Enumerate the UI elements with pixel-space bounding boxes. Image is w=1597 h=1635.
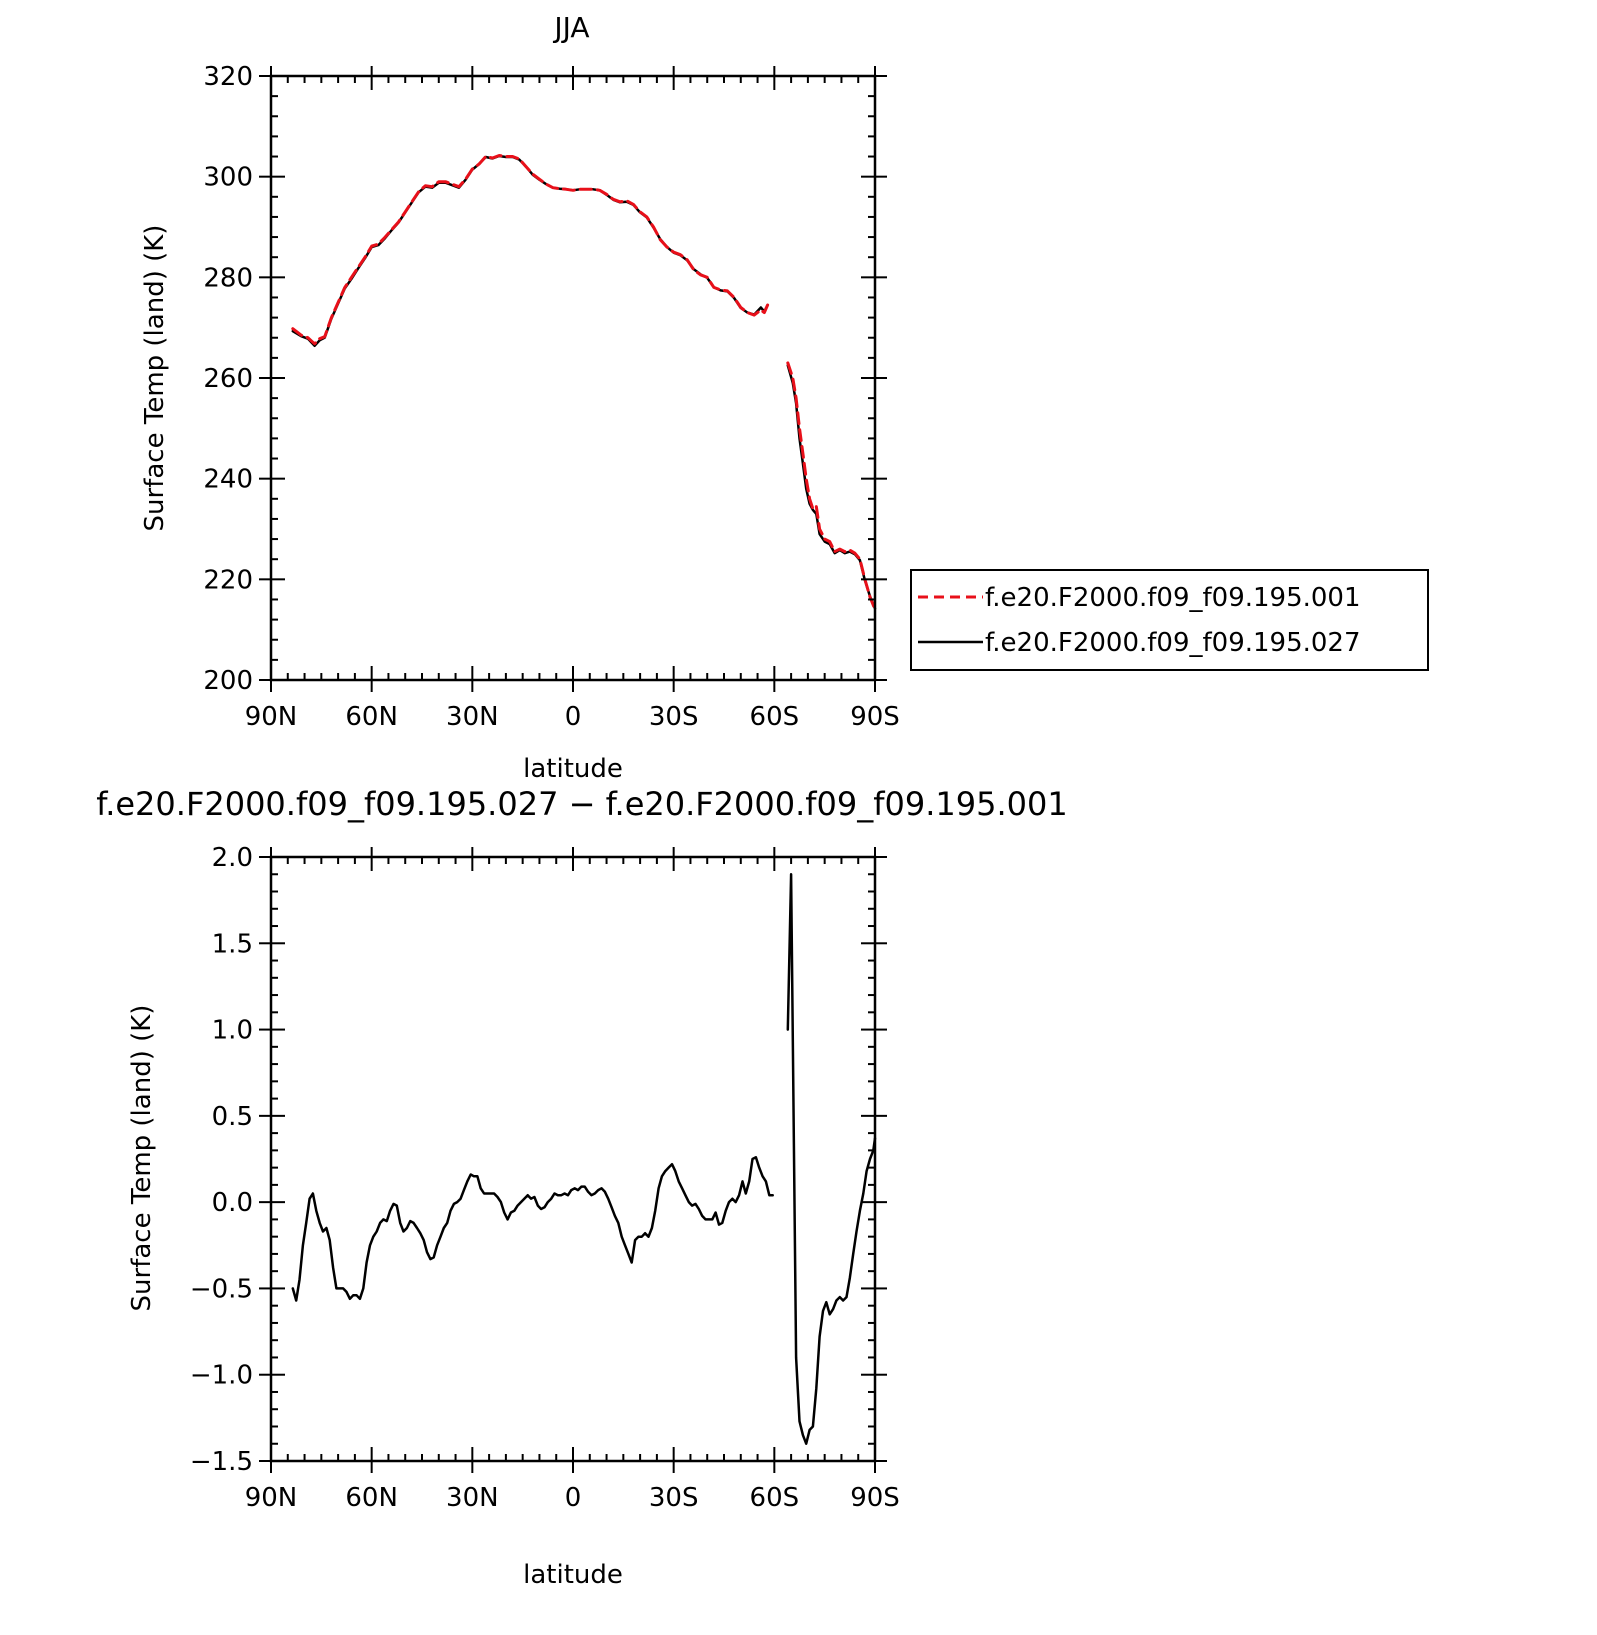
bottom-y-tick-label: 1.0 — [212, 1016, 253, 1046]
bottom-y-tick-label: −1.5 — [190, 1447, 253, 1477]
top-x-tick-label: 90N — [245, 702, 298, 732]
bottom-chart-plot-frame — [269, 855, 877, 1463]
bottom-chart-title: f.e20.F2000.f09_f09.195.027 − f.e20.F200… — [96, 785, 1068, 823]
top-series-0-line-0 — [291, 154, 770, 346]
bottom-x-tick-label: 0 — [565, 1483, 582, 1513]
legend-box — [910, 569, 1429, 671]
bottom-y-tick-label: 0.5 — [212, 1102, 253, 1132]
top-x-tick-label: 30S — [649, 702, 699, 732]
top-y-tick-label: 320 — [203, 62, 253, 92]
bottom-x-tick-label: 90S — [850, 1483, 900, 1513]
bottom-y-tick-label: −0.5 — [190, 1274, 253, 1304]
bottom-chart-x-axis-label: latitude — [523, 1560, 623, 1590]
bottom-x-tick-label: 60N — [345, 1483, 398, 1513]
bottom-series-0-line-1 — [786, 873, 877, 1445]
top-y-tick-label: 220 — [203, 565, 253, 595]
top-y-tick-label: 240 — [203, 465, 253, 495]
bottom-y-tick-label: 2.0 — [212, 843, 253, 873]
bottom-x-tick-label: 90N — [245, 1483, 298, 1513]
top-chart-series — [291, 154, 877, 611]
top-chart-x-axis-label: latitude — [523, 754, 623, 784]
top-y-tick-label: 260 — [203, 364, 253, 394]
top-series-0-line-1 — [786, 361, 877, 611]
bottom-y-tick-label: 0.0 — [212, 1188, 253, 1218]
top-x-tick-label: 30N — [446, 702, 499, 732]
bottom-chart-series — [291, 873, 877, 1445]
top-y-tick-label: 200 — [203, 666, 253, 696]
top-chart-y-axis-label: Surface Temp (land) (K) — [140, 225, 170, 532]
bottom-series-0-line-0 — [291, 1156, 774, 1302]
bottom-y-tick-label: 1.5 — [212, 929, 253, 959]
top-x-tick-label: 0 — [565, 702, 582, 732]
bottom-x-tick-label: 30N — [446, 1483, 499, 1513]
top-series-1-line-0 — [291, 154, 769, 348]
top-chart-title: JJA — [552, 11, 589, 44]
legend-label-series-001: f.e20.F2000.f09_f09.195.001 — [985, 583, 1361, 613]
top-x-tick-label: 60N — [345, 702, 398, 732]
top-y-tick-label: 280 — [203, 263, 253, 293]
top-x-tick-label: 60S — [750, 702, 800, 732]
bottom-x-tick-label: 30S — [649, 1483, 699, 1513]
top-y-tick-label: 300 — [203, 163, 253, 193]
bottom-x-tick-label: 60S — [750, 1483, 800, 1513]
top-chart-legend: f.e20.F2000.f09_f09.195.001 f.e20.F2000.… — [910, 569, 1429, 671]
top-chart: JJA 90N 60N 30N 0 30S 60S 90S 200 220 240 260 280 30… — [140, 11, 900, 784]
bottom-y-tick-label: −1.0 — [190, 1361, 253, 1391]
bottom-chart: f.e20.F2000.f09_f09.195.027 − f.e20.F200… — [96, 785, 1068, 1590]
legend-label-series-027: f.e20.F2000.f09_f09.195.027 — [985, 628, 1361, 658]
top-x-tick-label: 90S — [850, 702, 900, 732]
bottom-chart-y-axis-label: Surface Temp (land) (K) — [127, 1005, 157, 1312]
top-chart-plot-frame — [269, 74, 877, 682]
